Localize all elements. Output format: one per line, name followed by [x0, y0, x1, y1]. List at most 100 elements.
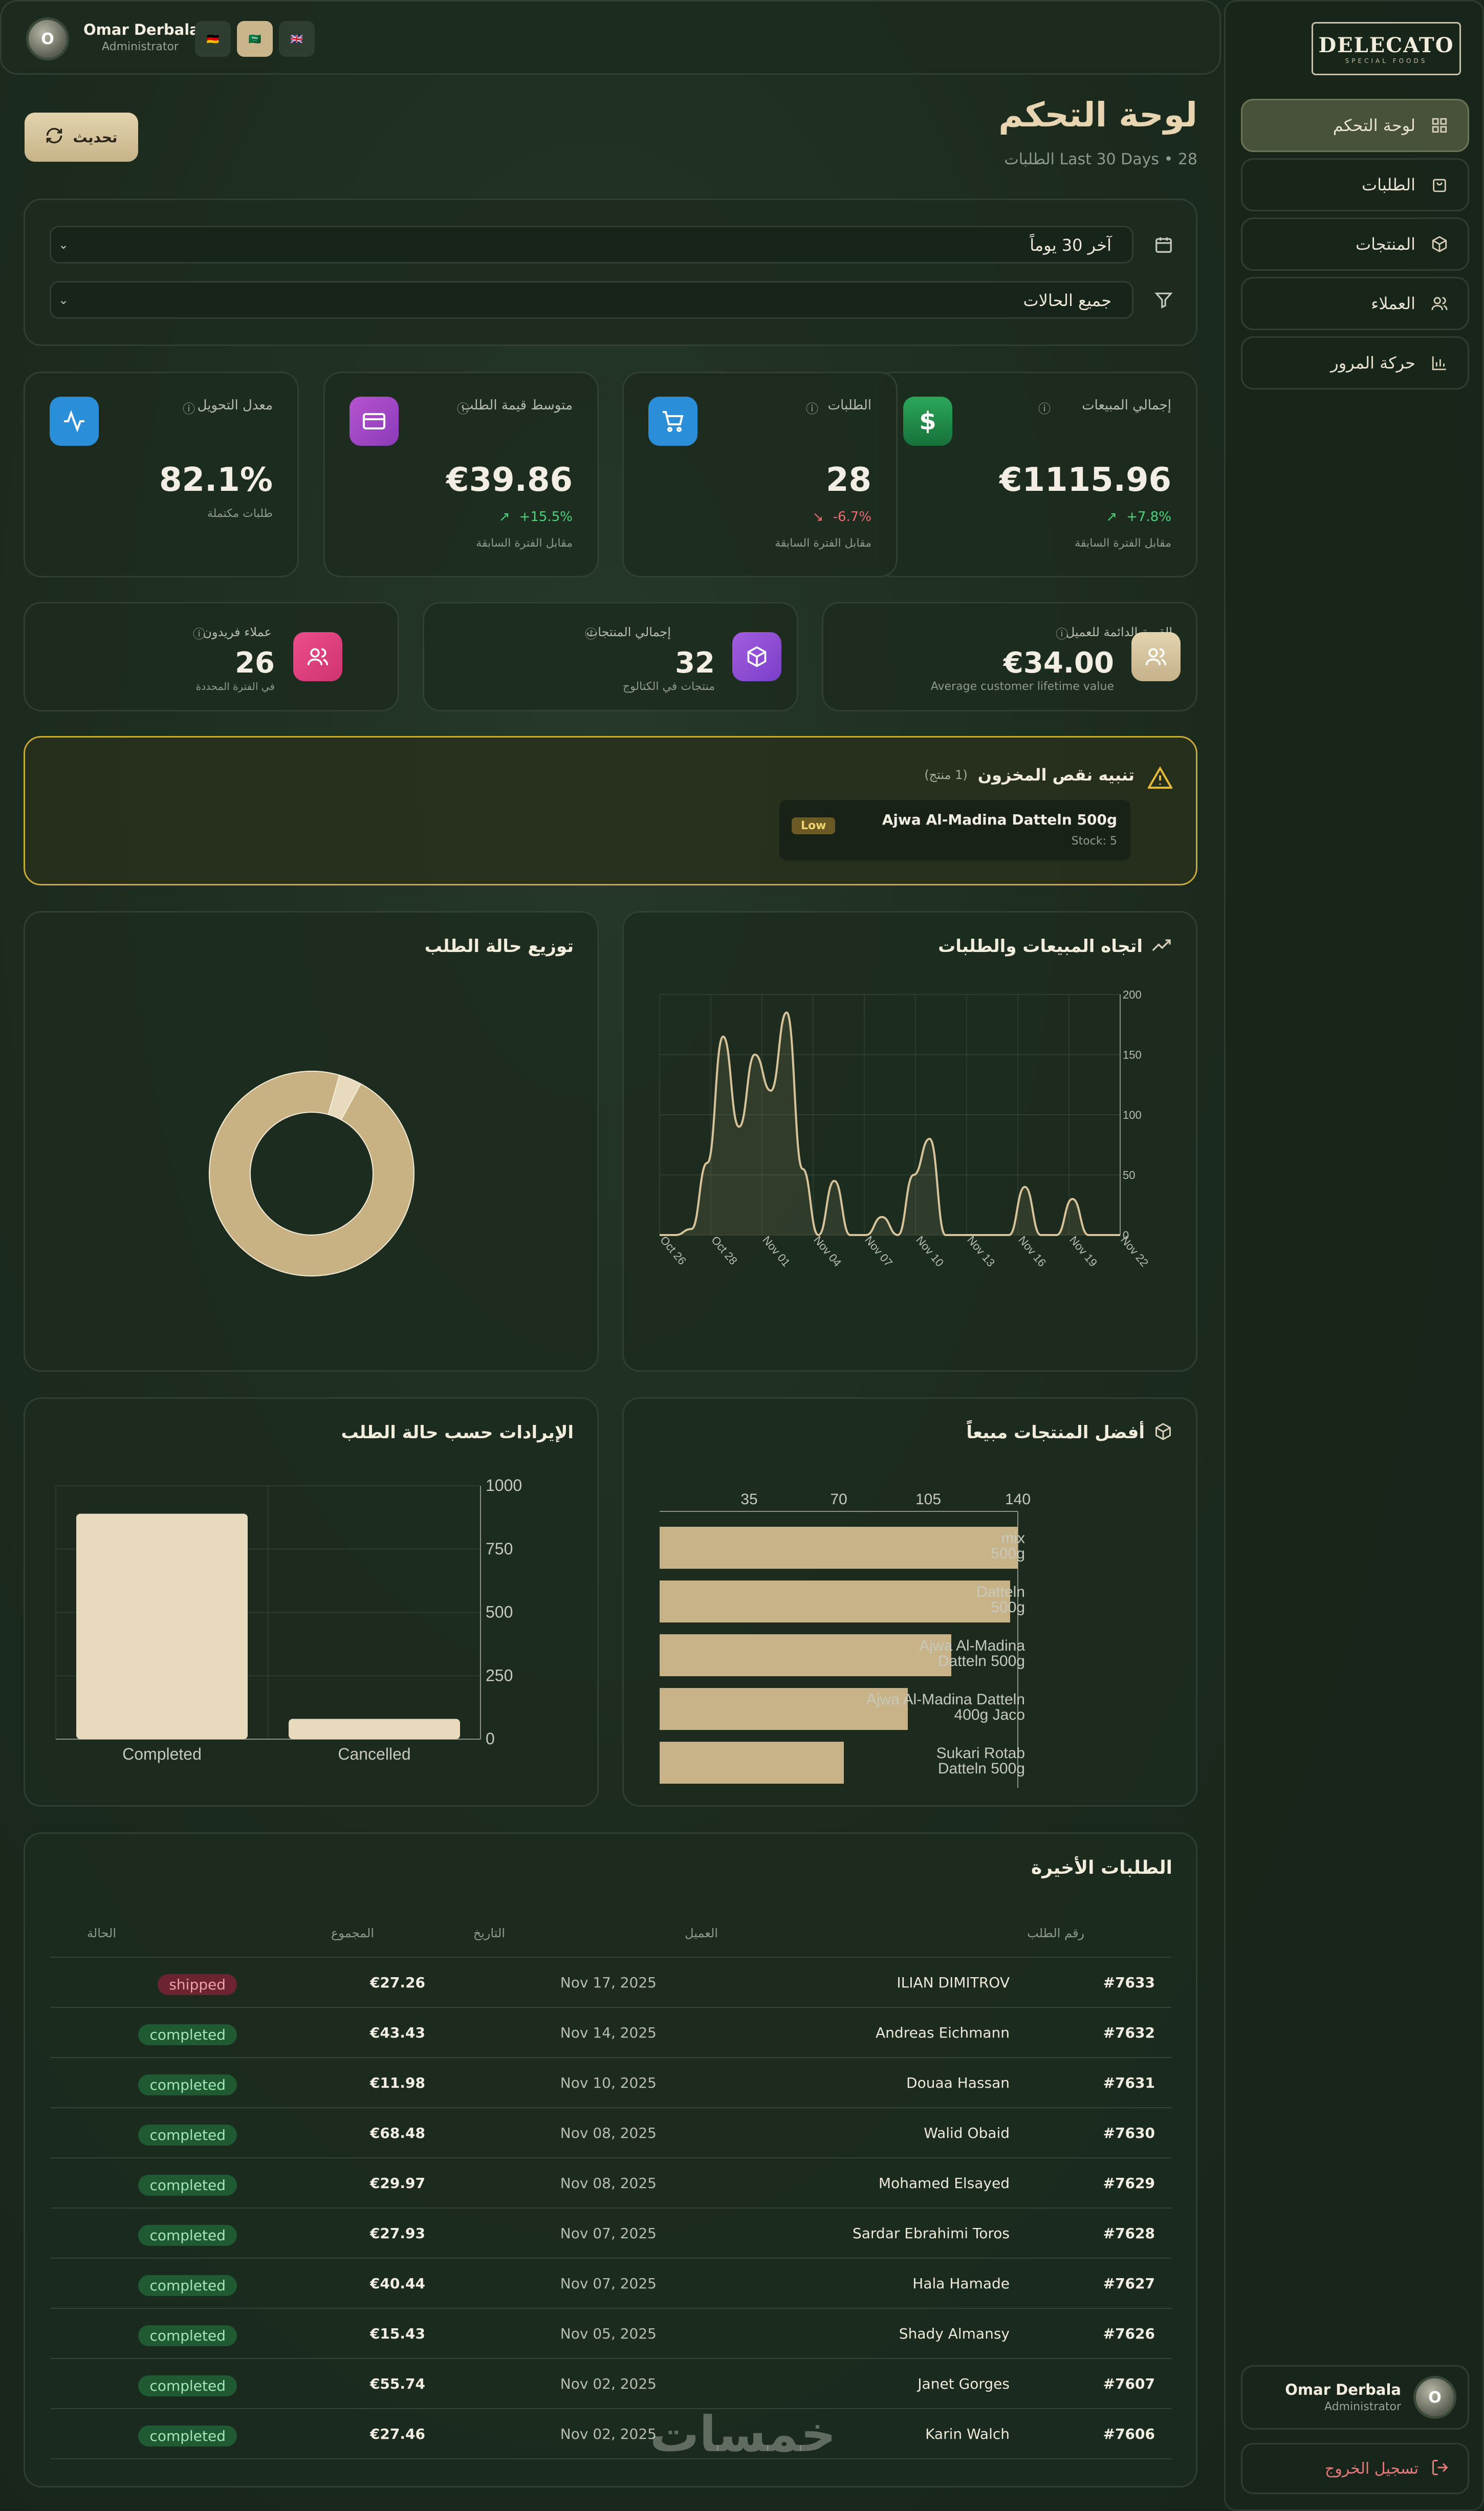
info-icon[interactable]: ⓘ: [1038, 402, 1051, 416]
order-id: #7627: [1103, 2275, 1155, 2292]
sidebar-item-traffic[interactable]: حركة المرور: [1241, 336, 1469, 389]
order-date: Nov 07, 2025: [560, 2225, 657, 2242]
chevron-down-icon: ⌄: [58, 293, 69, 307]
order-customer: Janet Gorges: [918, 2375, 1010, 2392]
order-customer: Sardar Ebrahimi Toros: [852, 2225, 1010, 2242]
sidebar-item-orders[interactable]: الطلبات: [1241, 158, 1469, 211]
language-switcher: 🇩🇪 🇸🇦 🇬🇧: [195, 21, 315, 57]
kpi-total-sales: إجمالي المبيعات ⓘ $ €1115.96 ↗ +7.8% مقاب…: [876, 372, 1197, 577]
info-icon[interactable]: ⓘ: [806, 402, 818, 416]
order-id: #7626: [1103, 2325, 1155, 2342]
x-tick-label: Completed: [122, 1745, 202, 1763]
sidebar-item-products[interactable]: المنتجات: [1241, 218, 1469, 271]
product-bar: [660, 1634, 951, 1676]
x-tick-label: Nov 10: [913, 1233, 946, 1269]
table-divider: [51, 2408, 1171, 2409]
x-tick-label: Nov 13: [965, 1233, 997, 1269]
product-label: Ajwa Al-Madina Datteln 400g Jaco: [866, 1691, 1025, 1723]
table-divider: [51, 1957, 1171, 1958]
status-select[interactable]: جميع الحالات ⌄: [50, 281, 1133, 319]
y-tick-label: 100: [1123, 1109, 1142, 1121]
table-divider: [51, 2007, 1171, 2008]
info-icon[interactable]: ⓘ: [183, 402, 195, 416]
y-tick-label: 750: [486, 1540, 513, 1558]
x-tick-label: Nov 16: [1016, 1233, 1049, 1269]
order-customer: Hala Hamade: [912, 2275, 1010, 2292]
refresh-button[interactable]: تحديث: [25, 113, 138, 162]
warning-icon: [1147, 766, 1173, 791]
sidebar: DELECATO SPECIAL FOODS لوحة التحكم الطلب…: [1224, 0, 1484, 2511]
period-select[interactable]: آخر 30 يوماً ⌄: [50, 226, 1133, 264]
order-total: €11.98: [369, 2074, 425, 2091]
logout-icon: [1431, 2458, 1449, 2479]
order-status-title: توزيع حالة الطلب: [424, 936, 574, 957]
sidebar-user-card[interactable]: Omar Derbala Administrator O: [1241, 2365, 1469, 2430]
order-status-badge: completed: [138, 2426, 237, 2447]
table-divider: [51, 2057, 1171, 2058]
x-tick-label: Oct 28: [709, 1233, 740, 1267]
y-tick-label: 200: [1123, 988, 1142, 1001]
top-products-header: أفضل المنتجات مبيعاً: [966, 1422, 1172, 1443]
order-status-badge: completed: [138, 2175, 237, 2196]
product-label: mix 500g: [991, 1530, 1025, 1562]
flag-de-button[interactable]: 🇩🇪: [195, 21, 231, 57]
logout-button[interactable]: تسجيل الخروج: [1241, 2443, 1469, 2494]
order-date: Nov 05, 2025: [560, 2325, 657, 2342]
trending-up-icon: [1152, 938, 1172, 955]
brand-logo[interactable]: DELECATO SPECIAL FOODS: [1312, 22, 1461, 75]
order-total: €27.26: [369, 1974, 425, 1991]
order-date: Nov 08, 2025: [560, 2175, 657, 2192]
low-badge: Low: [792, 817, 836, 834]
flag-sa-button[interactable]: 🇸🇦: [237, 21, 273, 57]
top-products-chart: 35 70 105 140 mix 500g Datteln 500g Ajwa Al-Madi…: [660, 1491, 1031, 1788]
kpi-change: ↘ -6.7%: [812, 509, 871, 525]
order-total: €15.43: [369, 2325, 425, 2342]
info-icon[interactable]: ⓘ: [585, 627, 597, 641]
page-subtitle: الطلبات Last 30 Days • 28: [1004, 150, 1197, 168]
kpi-avg-order-value: متوسط قيمة الطلب ⓘ €39.86 ↗ +15.5% مقابل …: [323, 372, 599, 577]
order-customer: Walid Obaid: [924, 2125, 1010, 2141]
order-status-card: توزيع حالة الطلب: [24, 911, 599, 1372]
order-total: €68.48: [369, 2125, 425, 2141]
order-customer: Mohamed Elsayed: [878, 2175, 1010, 2192]
product-bar: [660, 1742, 844, 1784]
top-products-card: أفضل المنتجات مبيعاً 35 70 105 140 mix 500g Da…: [622, 1397, 1197, 1807]
card-icon: [350, 397, 399, 446]
info-icon[interactable]: ⓘ: [457, 402, 469, 416]
order-status-badge: completed: [138, 2074, 237, 2095]
y-tick-label: 250: [486, 1666, 513, 1684]
refresh-icon: [45, 126, 63, 148]
order-status-badge: completed: [138, 2325, 237, 2346]
x-tick-label: Oct 26: [658, 1233, 689, 1267]
order-total: €40.44: [369, 2275, 425, 2292]
order-status-badge: completed: [138, 2275, 237, 2296]
calendar-icon: [1154, 235, 1173, 256]
product-label: Sukari Rotab Datteln 500g: [936, 1745, 1025, 1777]
sales-area: [660, 1012, 1120, 1235]
activity-icon: [50, 397, 99, 446]
kpi-change: ↗ +15.5%: [498, 509, 573, 525]
order-date: Nov 10, 2025: [560, 2074, 657, 2091]
order-total: €27.46: [369, 2426, 425, 2442]
avatar[interactable]: O: [26, 17, 69, 60]
info-icon[interactable]: ⓘ: [1056, 627, 1068, 641]
sales-line: [660, 1011, 1120, 1237]
order-id: #7631: [1103, 2074, 1155, 2091]
sidebar-item-customers[interactable]: العملاء: [1241, 277, 1469, 330]
product-bar: [660, 1688, 908, 1730]
trend-down-icon: ↘: [812, 509, 824, 525]
table-divider: [51, 2157, 1171, 2158]
flag-gb-button[interactable]: 🇬🇧: [279, 21, 315, 57]
order-date: Nov 07, 2025: [560, 2275, 657, 2292]
info-icon[interactable]: ⓘ: [193, 627, 205, 641]
kpi-total-products: إجمالي المنتجات ⓘ 32 منتجات في الكتالوج: [423, 602, 798, 711]
order-customer: Karin Walch: [925, 2426, 1010, 2442]
order-id: #7629: [1103, 2175, 1155, 2192]
order-date: Nov 14, 2025: [560, 2024, 657, 2041]
low-stock-item[interactable]: Ajwa Al-Madina Datteln 500g Stock: 5 Low: [779, 800, 1130, 860]
table-divider: [51, 2107, 1171, 2108]
col-header-date: التاريخ: [473, 1926, 505, 1940]
sidebar-avatar: O: [1413, 2376, 1456, 2419]
sidebar-item-dashboard[interactable]: لوحة التحكم: [1241, 99, 1469, 152]
user-info: Omar Derbala Administrator: [83, 21, 200, 53]
